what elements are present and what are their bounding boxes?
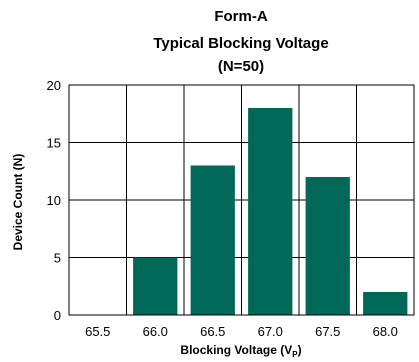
bar-66.5 xyxy=(190,165,235,315)
y-tick-labels: 0 5 10 15 20 xyxy=(47,78,61,323)
bar-68.0 xyxy=(363,292,408,315)
y-tick-label: 0 xyxy=(54,308,61,323)
x-tick-labels: 65.5 66.0 66.5 67.0 67.5 68.0 xyxy=(85,324,398,339)
x-axis-label-main: Blocking Voltage (V xyxy=(180,343,292,357)
bars xyxy=(133,108,408,315)
bar-67.0 xyxy=(248,108,293,315)
y-axis-label: Device Count (N) xyxy=(11,154,25,251)
x-tick-label: 68.0 xyxy=(373,324,398,339)
y-tick-label: 10 xyxy=(47,193,61,208)
y-tick-label: 15 xyxy=(47,136,61,151)
x-tick-label: 67.5 xyxy=(315,324,340,339)
x-tick-label: 65.5 xyxy=(85,324,110,339)
plot-frame xyxy=(68,84,415,316)
x-tick-label: 66.5 xyxy=(200,324,225,339)
x-axis-label-end: ) xyxy=(298,343,302,357)
chart-title: Form-A Typical Blocking Voltage (N=50) xyxy=(153,8,328,75)
chart-title-line-3: (N=50) xyxy=(218,58,264,75)
chart-title-line-1: Form-A xyxy=(214,8,267,25)
gridlines xyxy=(69,85,414,315)
x-tick-label: 67.0 xyxy=(258,324,283,339)
y-tick-label: 20 xyxy=(47,78,61,93)
y-tick-label: 5 xyxy=(54,251,61,266)
x-tick-label: 66.0 xyxy=(143,324,168,339)
chart-title-line-2: Typical Blocking Voltage xyxy=(153,35,328,52)
x-axis-label-subscript: P xyxy=(292,350,298,359)
bar-67.5 xyxy=(305,177,350,315)
x-axis-label: Blocking Voltage (VP) xyxy=(180,343,301,359)
bar-66.0 xyxy=(133,257,178,315)
